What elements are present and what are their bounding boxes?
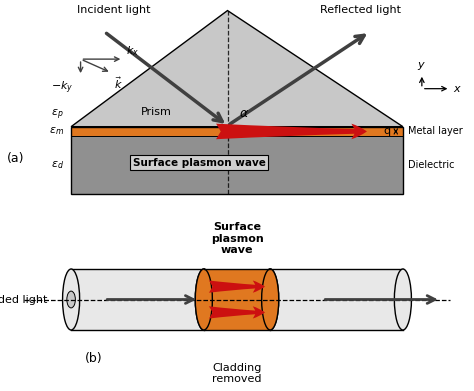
Text: Reflected light: Reflected light	[320, 5, 401, 15]
Ellipse shape	[63, 269, 80, 330]
Text: $-k_y$: $-k_y$	[51, 79, 73, 95]
Text: $\vec{k}$: $\vec{k}$	[114, 75, 123, 91]
Text: $y$: $y$	[418, 60, 426, 72]
Text: Guided light: Guided light	[0, 294, 47, 305]
Bar	[71, 127, 403, 128]
Polygon shape	[71, 11, 403, 127]
Text: (b): (b)	[85, 352, 103, 365]
Text: Metal layer: Metal layer	[408, 126, 463, 136]
Text: (a): (a)	[7, 152, 25, 165]
Ellipse shape	[67, 291, 75, 308]
Text: Cladding
removed: Cladding removed	[212, 363, 262, 384]
Text: $x$: $x$	[453, 84, 462, 94]
Ellipse shape	[195, 269, 212, 330]
Text: Surface plasmon wave: Surface plasmon wave	[133, 158, 265, 168]
Ellipse shape	[195, 269, 212, 330]
Ellipse shape	[262, 269, 279, 330]
Text: $\varepsilon_m$: $\varepsilon_m$	[49, 126, 64, 137]
Text: Dielectric: Dielectric	[408, 160, 454, 170]
Text: Incident light: Incident light	[77, 5, 151, 15]
Ellipse shape	[262, 269, 279, 330]
Ellipse shape	[394, 269, 411, 330]
Text: $\varepsilon_d$: $\varepsilon_d$	[51, 159, 64, 170]
Bar	[204, 269, 270, 330]
Bar	[71, 136, 403, 194]
Text: $\varepsilon_p$: $\varepsilon_p$	[51, 108, 64, 122]
Text: $k_x$: $k_x$	[126, 44, 139, 58]
Text: Surface
plasmon
wave: Surface plasmon wave	[210, 222, 264, 255]
Ellipse shape	[201, 277, 273, 322]
Text: Prism: Prism	[141, 107, 172, 117]
Text: q: q	[383, 126, 390, 136]
Bar	[71, 269, 204, 330]
Bar	[270, 269, 403, 330]
Bar	[71, 127, 403, 136]
Text: $\alpha$: $\alpha$	[239, 107, 249, 120]
Bar	[71, 127, 403, 194]
